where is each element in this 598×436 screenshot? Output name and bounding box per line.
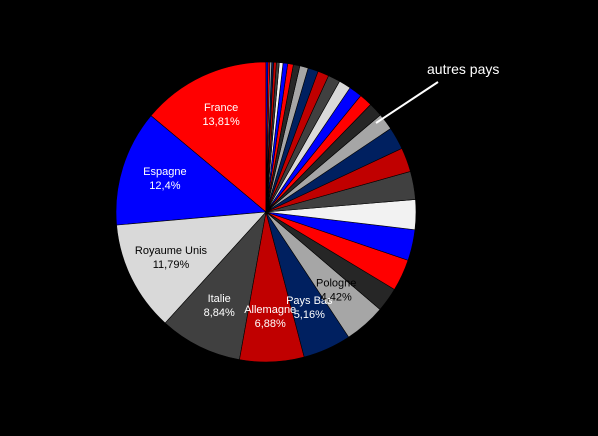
slice-labels: France 13,81% Espagne 12,4% Royaume Unis 11,7… [135, 102, 356, 330]
slice-france [150, 61, 267, 213]
autres-pays-annotation: autres pays [427, 61, 499, 77]
slice-label-italie: Italie 8,84% [204, 293, 235, 319]
autres-pays-pointer-line [375, 81, 439, 124]
slice-royaume-unis [116, 211, 267, 324]
slice-label-royaume-unis: Royaume Unis 11,79% [135, 245, 208, 271]
slice-label-allemagne: Allemagne 6,88% [244, 304, 296, 330]
slice-other-32 [265, 61, 269, 213]
slice-label-pologne: Pologne 4,42% [316, 277, 356, 303]
slice-label-pays-bas: Pays Bas 5,16% [286, 295, 333, 321]
slice-label-espagne: Espagne 12,4% [143, 166, 186, 192]
pie-slices [115, 61, 417, 363]
slice-espagne [115, 115, 267, 226]
slice-label-france: France 13,81% [202, 102, 240, 128]
slice-italie [164, 211, 267, 360]
